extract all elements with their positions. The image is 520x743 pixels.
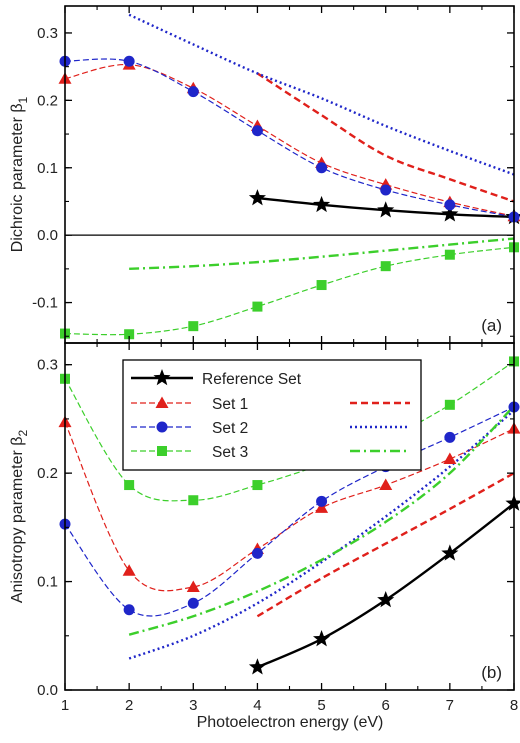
legend-label-set1: Set 1 (212, 396, 248, 413)
y-axis-label: Dichroic parameter β1 (9, 96, 30, 252)
marker-set3-square (252, 301, 263, 312)
marker-reference-star (377, 201, 395, 218)
series-line-set1-markers-fit (64, 421, 515, 592)
panel-b: 0.00.10.20.3(b)Anisotropy parameter β21 2… (9, 342, 520, 714)
y-tick-label: 0.0 (37, 227, 58, 244)
marker-set3-square (444, 249, 455, 260)
series-line-set3-line (128, 405, 515, 636)
legend-marker-set3 (157, 446, 167, 456)
x-tick-label: 4 (253, 697, 261, 714)
y-tick-label: 0.1 (37, 574, 58, 591)
marker-reference-star (313, 195, 331, 213)
marker-reference-star (505, 494, 520, 511)
marker-set1-triangle (186, 580, 200, 592)
legend-marker-set1 (155, 396, 169, 408)
y-axis-label-text: Anisotropy parameter β (9, 437, 26, 604)
y-tick-label: 0.2 (37, 92, 58, 109)
y-tick-label: 0.3 (37, 357, 58, 374)
legend-marker-set2 (156, 421, 168, 433)
marker-set3-square (380, 261, 391, 272)
y-axis-label: Anisotropy parameter β2 (9, 430, 30, 604)
legend: Reference Set Set 1 Set 2 Set 3 (122, 359, 422, 471)
x-tick-label: 3 (189, 697, 197, 714)
series-line-set3-markers-fit (64, 246, 515, 336)
y-tick-label: 0.1 (37, 160, 58, 177)
marker-set1-triangle (315, 501, 329, 513)
marker-set3-square (124, 480, 135, 491)
series-line-set2-line (128, 409, 515, 660)
panel-label: (a) (481, 316, 502, 335)
series-line-set1-line (256, 72, 515, 203)
marker-set2-circle (380, 184, 392, 196)
series-line-set2-markers-fit (64, 58, 515, 218)
marker-reference-star (248, 658, 266, 675)
series-line-set2-line (128, 13, 515, 176)
x-tick-label: 8 (510, 697, 518, 714)
legend-marker-reference (153, 369, 171, 386)
x-tick-label: 6 (382, 697, 390, 714)
marker-set1-triangle (122, 564, 136, 576)
marker-set1-triangle (443, 452, 457, 465)
series-line-set1-line (256, 472, 515, 618)
panel-label: (b) (481, 663, 502, 682)
y-axis-label-text: Dichroic parameter β (9, 103, 26, 252)
series-line-reference-markers-line (256, 502, 515, 669)
x-tick-label: 2 (125, 697, 133, 714)
marker-set1-triangle (379, 478, 393, 491)
marker-reference-star (377, 591, 395, 608)
x-tick-label: 5 (317, 697, 325, 714)
series-line-set1-markers-fit (64, 64, 515, 217)
marker-reference-star (313, 630, 331, 647)
y-axis-label-subscript: 1 (16, 96, 30, 103)
marker-set2-circle (123, 55, 135, 67)
panel-a: -0.1 0.0 0.1 0.2 0.3 (a) Dichroic parameter β1 (9, 5, 520, 344)
marker-reference-star (248, 189, 266, 206)
marker-set2-circle (251, 547, 263, 559)
marker-set2-circle (187, 86, 199, 98)
marker-set3-square (444, 399, 455, 410)
marker-reference-star (441, 544, 459, 561)
x-tick-label: 1 (61, 697, 69, 714)
marker-set2-circle (444, 199, 456, 211)
marker-set2-circle (316, 495, 328, 507)
marker-set3-square (188, 495, 199, 506)
x-tick-label: 7 (446, 697, 454, 714)
y-tick-label: -0.1 (32, 295, 58, 312)
marker-set2-circle (123, 604, 135, 616)
legend-label-set2: Set 2 (212, 420, 248, 437)
marker-set2-circle (187, 597, 199, 609)
y-axis-label-subscript: 2 (16, 430, 30, 437)
series-line-set3-line (129, 237, 515, 271)
y-tick-label: 0.0 (37, 682, 58, 699)
marker-set3-square (252, 480, 263, 491)
series-line-set3-markers-fit (64, 360, 515, 502)
marker-set3-square (188, 321, 199, 332)
marker-set3-square (316, 280, 327, 291)
series-line-set2-markers-fit (64, 406, 515, 617)
y-tick-label: 0.3 (37, 25, 58, 42)
plot-frame (64, 5, 515, 344)
legend-label-reference: Reference Set (202, 371, 302, 388)
x-axis-label: Photoelectron energy (eV) (197, 714, 384, 731)
marker-set2-circle (251, 125, 263, 137)
marker-reference-star (441, 205, 459, 222)
marker-set3-square (124, 329, 135, 340)
y-tick-label: 0.2 (37, 465, 58, 482)
legend-label-set3: Set 3 (212, 444, 248, 461)
marker-set2-circle (316, 162, 328, 174)
marker-set2-circle (444, 431, 456, 443)
